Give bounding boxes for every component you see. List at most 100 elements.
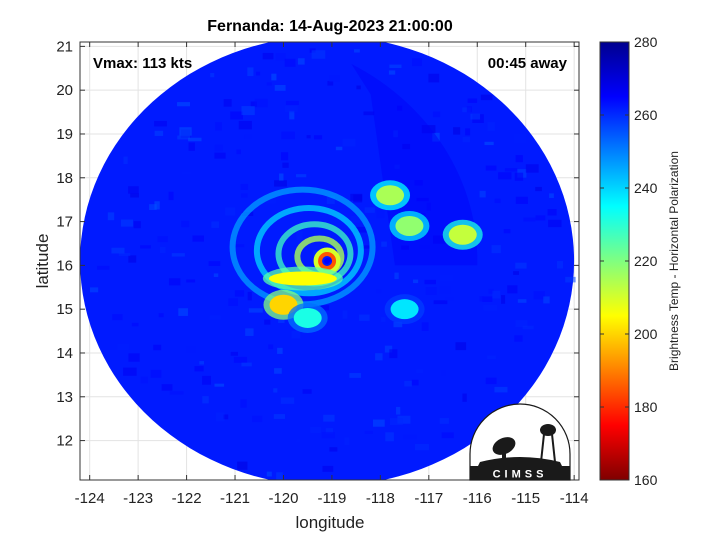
swath-texture-cell [230,111,244,120]
swath-texture-cell [131,322,139,327]
swath-texture-cell [97,265,110,270]
swath-texture-cell [192,235,205,242]
swath-texture-cell [169,391,184,395]
swath-texture-cell [479,296,484,302]
convection-cell [293,307,322,328]
swath-texture-cell [428,73,440,83]
swath-texture-cell [388,70,396,75]
swath-texture-cell [213,273,219,277]
colorbar-tick-label: 280 [634,34,658,50]
swath-texture-cell [154,130,164,136]
swath-texture-cell [149,204,157,210]
swath-texture-cell [381,317,386,322]
swath-texture-cell [171,253,185,257]
swath-texture-cell [487,122,495,131]
convection-cell [376,185,405,206]
swath-texture-cell [215,122,223,131]
swath-texture-cell [394,272,399,280]
y-tick-label: 20 [56,82,73,99]
swath-texture-cell [208,261,221,266]
swath-texture-cell [373,419,385,427]
plot-frame [79,41,580,481]
swath-texture-cell [547,208,557,216]
swath-texture-cell [118,252,131,257]
swath-texture-cell [321,431,336,439]
swath-texture-cell [89,287,99,293]
swath-texture-cell [273,414,286,419]
swath-texture-cell [354,49,360,53]
swath-texture-cell [425,286,437,295]
swath-texture-cell [214,144,224,152]
swath-texture-cell [350,215,361,223]
swath-texture-cell [470,113,481,120]
swath-texture-cell [416,369,424,374]
swath-texture-cell [236,149,241,155]
swath-texture-cell [556,261,564,269]
swath-texture-cell [177,102,191,107]
x-tick-label: -119 [317,490,346,507]
swath-texture-cell [465,128,471,136]
y-tick-label: 21 [56,38,73,55]
swath-texture-cell [482,296,493,302]
swath-texture-cell [401,245,409,250]
swath-texture-cell [393,321,403,328]
swath-texture-cell [515,262,527,269]
swath-texture-cell [462,107,471,113]
swath-texture-cell [296,438,301,442]
y-ticks: 12 13 14 15 16 17 18 19 20 21 [56,38,579,450]
x-tick-label: -114 [560,490,589,507]
swath-texture-cell [491,245,501,254]
y-tick-label: 17 [56,214,73,231]
swath-texture-cell [120,219,134,227]
swath-texture-cell [381,241,387,247]
swath-texture-cell [349,373,361,378]
swath-texture-cell [168,191,174,201]
swath-texture-cell [533,291,545,300]
swath-texture-cell [310,426,321,433]
swath-texture-cell [522,325,534,330]
swath-texture-cell [238,120,252,130]
swath-texture-cell [441,370,446,377]
swath-texture-cell [123,367,137,376]
swath-texture-cell [360,245,370,249]
swath-texture-cell [363,111,375,116]
swath-texture-cell [523,217,536,222]
swath-texture-cell [215,412,225,422]
swath-texture-cell [128,186,139,194]
swath-texture-cell [234,290,245,297]
swath-sector [351,63,478,266]
swath-texture-cell [494,386,508,393]
swath-texture-cell [211,221,219,228]
swath-texture-cell [507,285,518,294]
swath-texture-cell [548,219,562,228]
swath-texture-cell [128,353,140,362]
water-tower-leg-icon [551,433,556,463]
colorbar-tick-label: 260 [634,107,658,123]
swath-texture-cell [323,414,335,422]
swath-texture-cell [199,361,205,365]
x-tick-label: -122 [172,490,202,507]
swath-texture-cell [188,142,195,151]
swath-texture-cell [251,415,263,423]
swath-texture-cell [280,152,289,161]
swath-texture-cell [515,155,523,163]
swath-texture-cell [384,345,393,353]
swath-texture-cell [393,130,398,138]
colorbar-ticks: 160 180 200 220 240 260 280 [600,34,658,488]
swath-texture-cell [376,209,385,219]
water-tower-icon [540,424,556,436]
convection-cell [395,215,424,236]
swath-texture-cell [503,228,511,234]
swath-texture-cell [274,368,282,374]
swath-texture-cell [444,296,455,301]
swath-texture-cell [130,193,139,198]
x-tick-label: -117 [414,490,443,507]
rainband-ring [253,204,364,297]
swath-texture-cell [440,274,454,281]
swath-texture-cell [487,355,496,360]
swath-texture-cell [504,168,518,172]
swath-texture-cell [396,105,403,111]
swath-texture-cell [327,80,334,86]
convection-cell [269,294,298,315]
swath-texture-cell [254,98,268,108]
